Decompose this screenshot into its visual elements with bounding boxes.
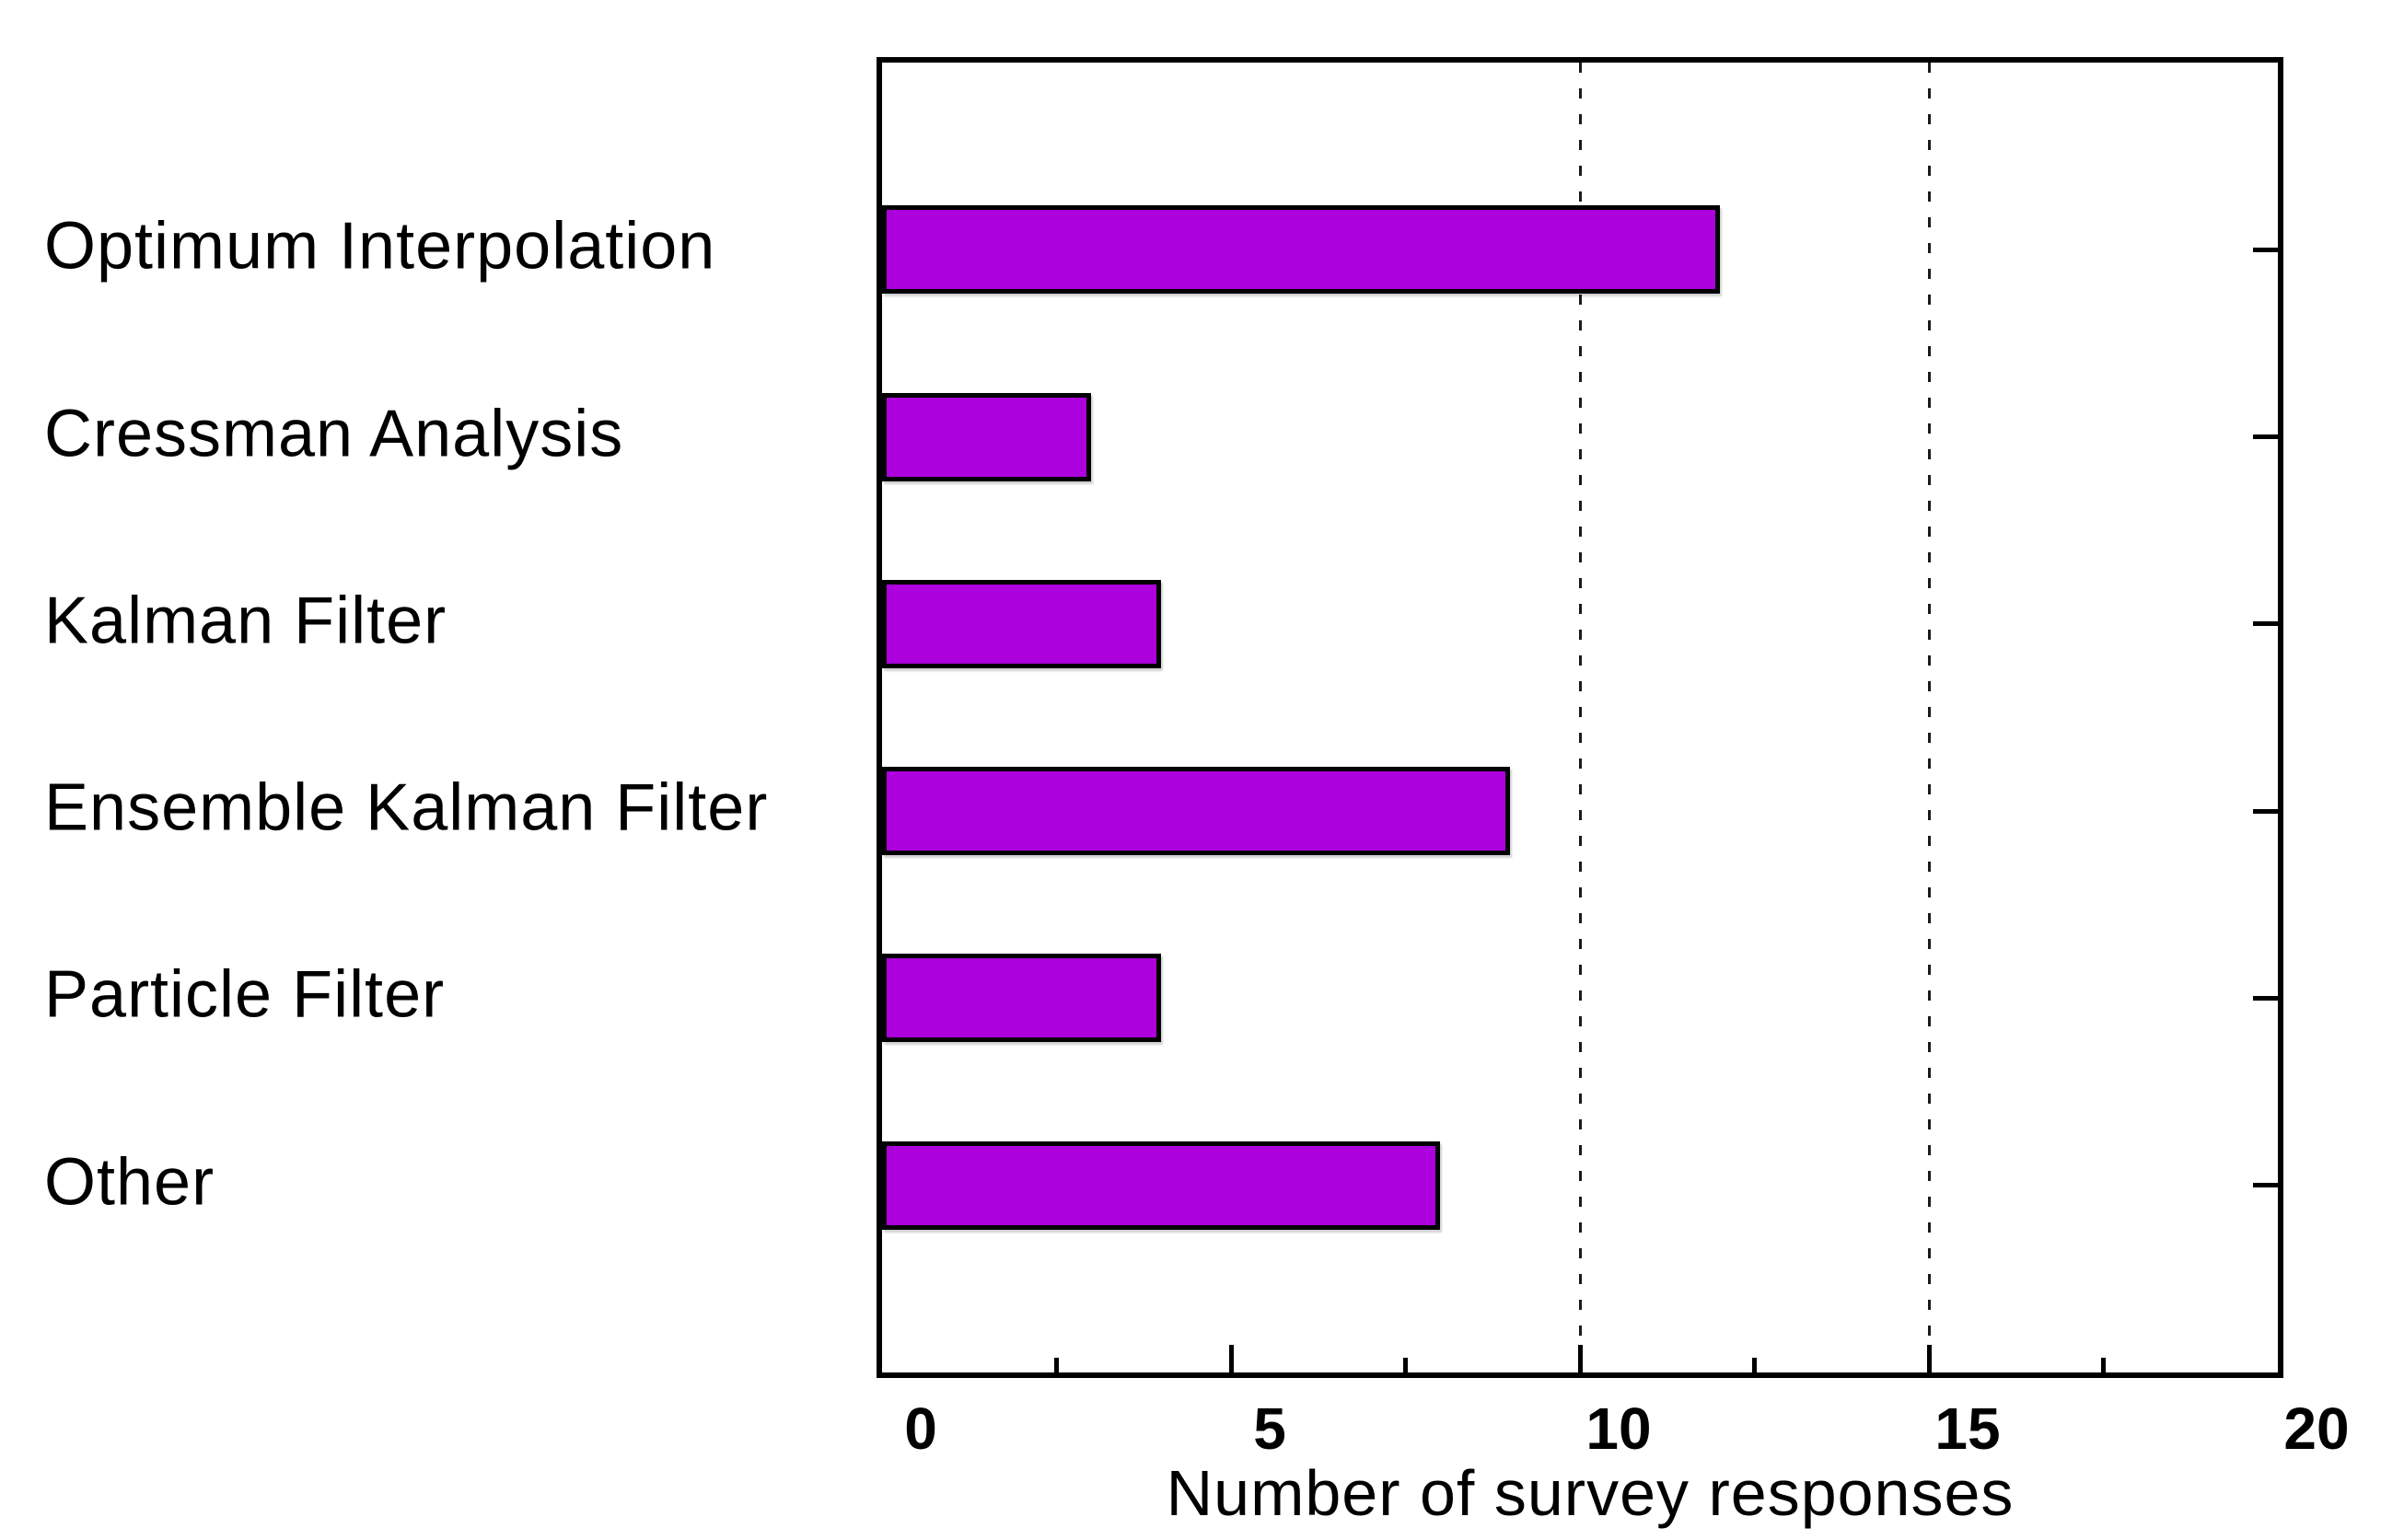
bar-ensemble-kalman-filter	[882, 767, 1511, 856]
y-right-tick-5	[2253, 995, 2278, 1001]
x-major-tick-10	[1577, 1345, 1583, 1372]
x-tick-label-20: 20	[2283, 1395, 2350, 1462]
gridline-x-10	[1578, 63, 1582, 1372]
x-tick-label-15: 15	[1934, 1395, 2001, 1462]
plot-area	[877, 57, 2283, 1378]
category-label-6: Other	[44, 1145, 215, 1220]
x-minor-tick-2.5	[1054, 1358, 1059, 1372]
bar-other	[882, 1141, 1441, 1230]
x-tick-label-5: 5	[1253, 1395, 1286, 1462]
bar-optimum-interpolation	[882, 205, 1720, 295]
x-tick-label-0: 0	[904, 1395, 937, 1462]
x-minor-tick-12.5	[1752, 1358, 1757, 1372]
x-tick-label-10: 10	[1585, 1395, 1652, 1462]
category-label-3: Kalman Filter	[44, 584, 447, 658]
bar-particle-filter	[882, 954, 1162, 1043]
y-right-tick-2	[2253, 434, 2278, 440]
y-right-tick-1	[2253, 247, 2278, 252]
x-minor-tick-17.5	[2101, 1358, 2106, 1372]
category-label-1: Optimum Interpolation	[44, 210, 716, 284]
x-axis-title: Number of survey responses	[1166, 1457, 2015, 1529]
x-minor-tick-7.5	[1403, 1358, 1408, 1372]
category-label-4: Ensemble Kalman Filter	[44, 770, 769, 845]
category-label-5: Particle Filter	[44, 958, 446, 1033]
bar-cressman-analysis	[882, 392, 1092, 481]
bar-kalman-filter	[882, 579, 1162, 668]
gridline-x-15	[1927, 63, 1931, 1372]
y-right-tick-4	[2253, 808, 2278, 814]
x-major-tick-15	[1926, 1345, 1932, 1372]
category-label-2: Cressman Analysis	[44, 397, 624, 471]
y-right-tick-3	[2253, 621, 2278, 627]
y-right-tick-6	[2253, 1183, 2278, 1188]
x-major-tick-5	[1228, 1345, 1234, 1372]
